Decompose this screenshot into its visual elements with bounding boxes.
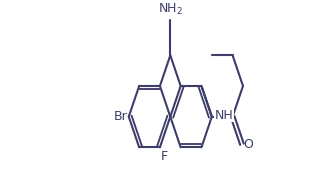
Text: O: O xyxy=(243,138,254,151)
Text: NH$_2$: NH$_2$ xyxy=(158,2,183,17)
Text: Br: Br xyxy=(114,110,127,123)
Text: F: F xyxy=(161,151,168,163)
Text: NH: NH xyxy=(215,109,234,122)
